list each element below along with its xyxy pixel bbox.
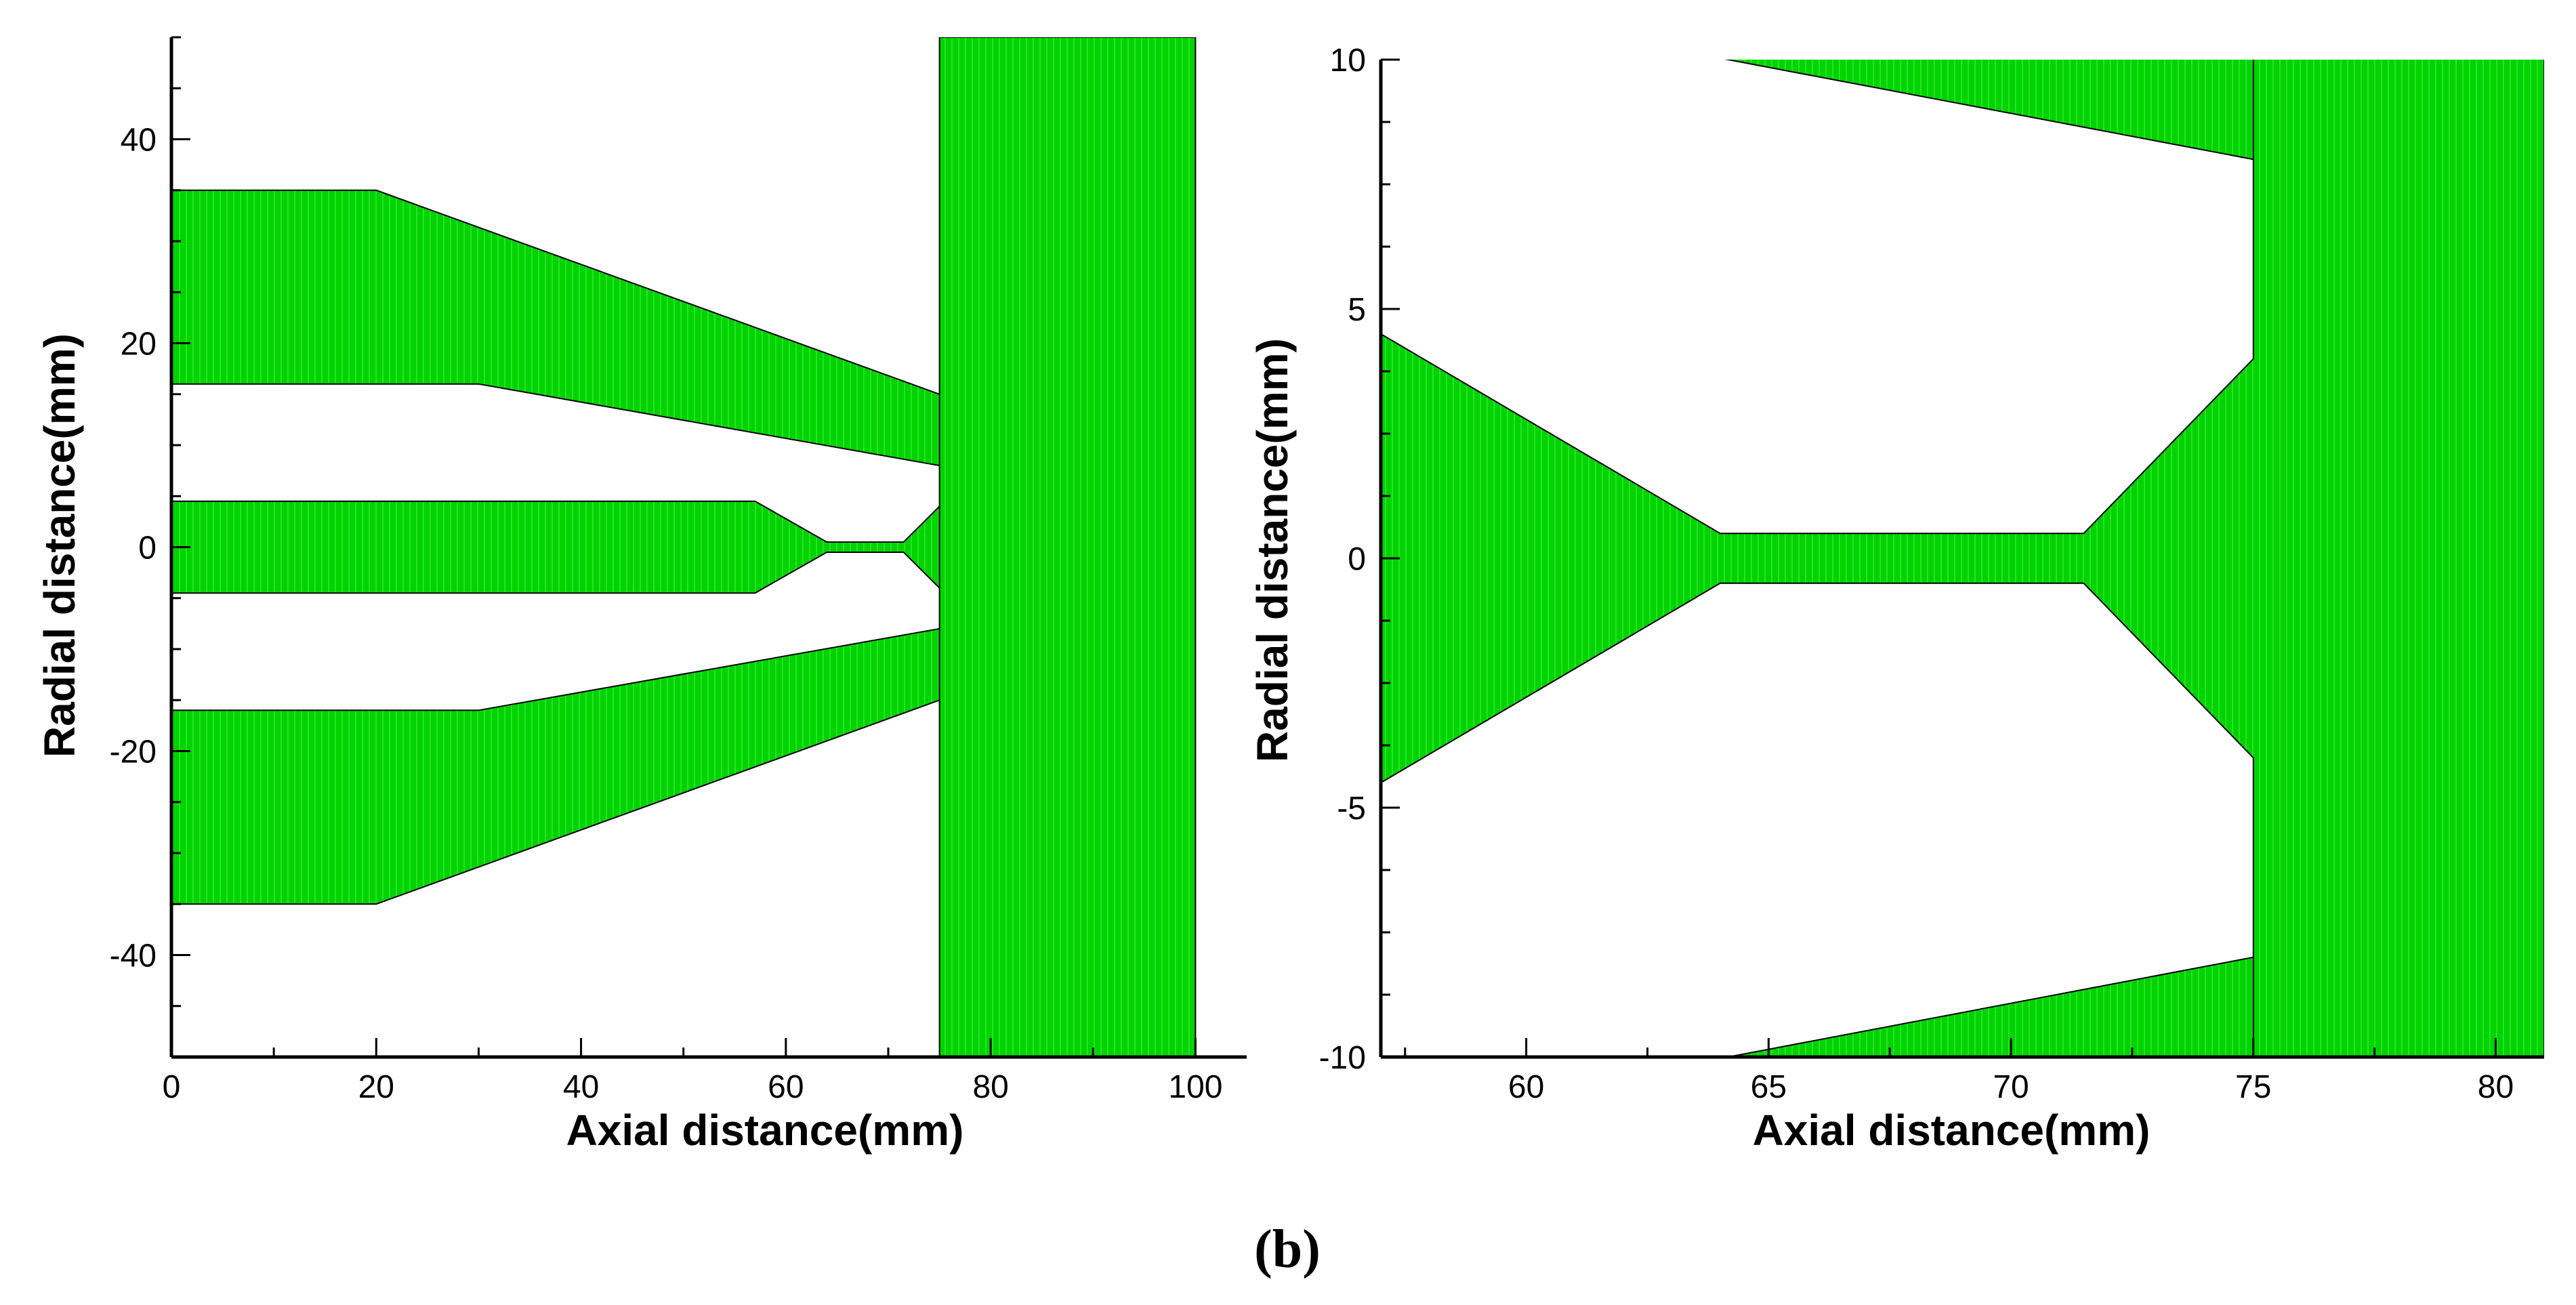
right-y-tick-label: 10 [1330,43,1366,79]
panel-right: 60 65 70 75 80 -10 -5 0 5 10 Axial distance(mm) R… [1248,43,2544,1155]
left-y-tick-label: 0 [138,531,157,566]
left-y-tick-label: 40 [121,123,157,159]
left-mesh-shapes [171,37,1197,1057]
right-mesh-shapes [1381,60,2544,1057]
right-x-tick-label: 80 [2478,1069,2514,1105]
left-downstream-region-mesh [938,37,1197,1057]
left-y-tick-label: -40 [110,938,157,974]
right-y-tick-label: 5 [1348,292,1366,328]
left-x-tick-label: 0 [163,1069,181,1105]
right-axes: 60 65 70 75 80 -10 -5 0 5 10 [1319,43,2544,1105]
left-lower-annulus-mesh [171,627,940,905]
panel-left: 0 20 40 60 80 100 -40 -20 0 20 40 Axial distance(m… [35,36,1247,1155]
left-center-nozzle-mesh [171,500,940,594]
right-x-tick-label: 75 [2235,1069,2271,1105]
right-y-tick-label: -5 [1337,791,1366,827]
left-x-axis-title: Axial distance(mm) [566,1106,964,1155]
right-lower-annulus-mesh [1724,956,2254,1057]
right-x-tick-label: 65 [1751,1069,1787,1105]
left-axes: 0 20 40 60 80 100 -40 -20 0 20 40 [110,36,1247,1105]
left-y-tick-label: 20 [121,327,157,362]
right-y-tick-label: 0 [1348,541,1366,577]
right-x-tick-label: 70 [1993,1069,2029,1105]
right-nozzle-and-downstream-mesh [1381,60,2544,1057]
figure-caption: (b) [1254,1220,1321,1279]
left-y-axis-title: Radial distance(mm) [35,333,84,758]
left-x-tick-label: 60 [768,1069,804,1105]
right-x-axis-title: Axial distance(mm) [1753,1106,2151,1155]
right-y-tick-label: -10 [1319,1040,1366,1076]
left-upper-annulus-mesh [171,189,940,467]
left-x-tick-label: 20 [358,1069,394,1105]
left-x-tick-label: 40 [563,1069,599,1105]
left-y-tick-label: -20 [110,734,157,770]
right-x-tick-label: 60 [1508,1069,1544,1105]
left-x-tick-label: 100 [1168,1069,1222,1105]
right-y-axis-title: Radial distance(mm) [1248,338,1297,762]
left-x-tick-label: 80 [972,1069,1008,1105]
